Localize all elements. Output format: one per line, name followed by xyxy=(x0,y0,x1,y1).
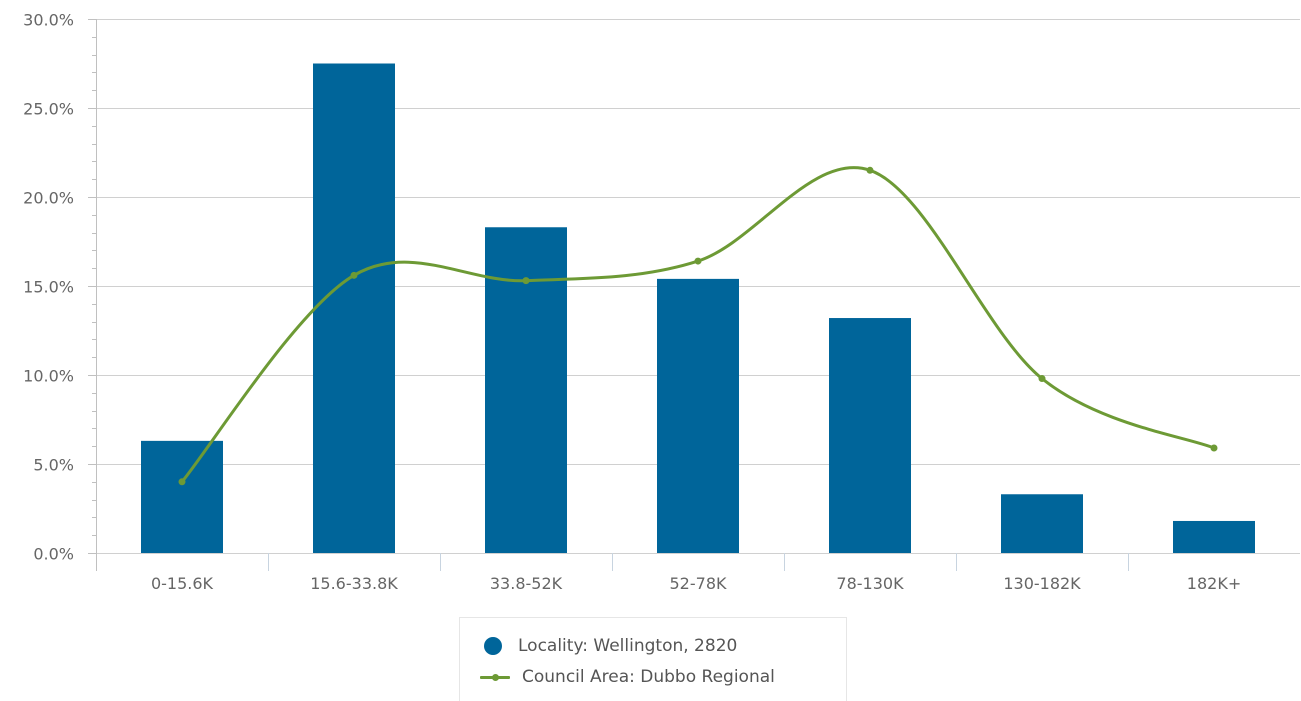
line-point xyxy=(1038,375,1046,383)
legend-item-locality[interactable]: Locality: Wellington, 2820 xyxy=(480,634,737,658)
bar xyxy=(657,278,739,553)
legend-label-locality: Locality: Wellington, 2820 xyxy=(518,636,738,656)
y-tick-label: 5.0% xyxy=(33,456,74,475)
bar xyxy=(1173,520,1255,553)
bar-series xyxy=(141,63,1255,553)
line-series xyxy=(178,166,1218,486)
y-tick-label: 0.0% xyxy=(33,545,74,564)
line-point xyxy=(1210,444,1218,452)
y-tick-label: 25.0% xyxy=(23,100,74,119)
axes xyxy=(88,19,1129,571)
line-point xyxy=(522,277,530,285)
legend: Locality: Wellington, 2820 Council Area:… xyxy=(459,617,847,701)
line-series-swatch-icon xyxy=(480,668,510,686)
bar xyxy=(485,227,567,553)
bar xyxy=(829,318,911,553)
x-tick-label: 52-78K xyxy=(670,574,727,593)
x-tick-label: 130-182K xyxy=(1003,574,1081,593)
bar xyxy=(1001,494,1083,553)
bar xyxy=(141,440,223,553)
x-tick-label: 0-15.6K xyxy=(151,574,214,593)
y-tick-label: 15.0% xyxy=(23,278,74,297)
line-point xyxy=(178,478,186,486)
y-tick-label: 10.0% xyxy=(23,367,74,386)
line-point xyxy=(866,166,874,174)
line-point xyxy=(350,271,358,279)
legend-label-council: Council Area: Dubbo Regional xyxy=(522,667,775,687)
x-tick-label: 78-130K xyxy=(836,574,904,593)
bar xyxy=(313,63,395,553)
y-tick-label: 30.0% xyxy=(23,11,74,30)
x-tick-label: 15.6-33.8K xyxy=(310,574,398,593)
x-tick-label: 182K+ xyxy=(1187,574,1241,593)
x-tick-label: 33.8-52K xyxy=(490,574,563,593)
axis-labels: 0.0% 5.0% 10.0% 15.0% 20.0% 25.0% 30.0% 0-15.6K… xyxy=(23,11,1241,594)
bar-series-swatch-icon xyxy=(484,637,502,655)
legend-item-council[interactable]: Council Area: Dubbo Regional xyxy=(480,665,775,689)
y-tick-label: 20.0% xyxy=(23,189,74,208)
line-point xyxy=(694,257,702,265)
